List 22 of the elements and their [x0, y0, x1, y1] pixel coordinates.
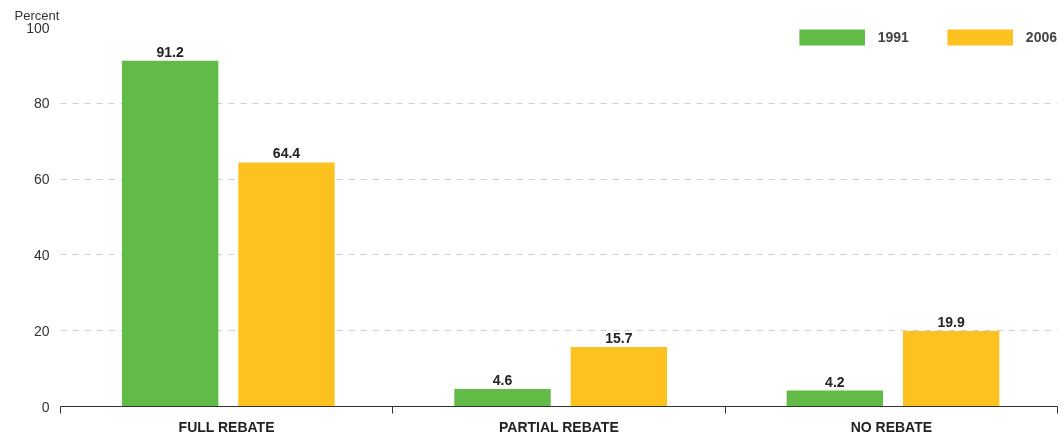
- y-tick-label: 80: [33, 95, 50, 112]
- y-tick-label: 20: [33, 322, 50, 339]
- bar: [786, 390, 884, 407]
- data-label: 15.7: [605, 330, 633, 346]
- bar: [570, 347, 668, 407]
- y-tick-label: 60: [33, 171, 50, 188]
- data-label: 4.2: [825, 373, 845, 390]
- legend-label: 2006: [1025, 29, 1057, 45]
- data-label: 4.6: [492, 372, 513, 389]
- bar: [902, 331, 1000, 407]
- data-label: 64.4: [272, 145, 301, 162]
- data-label: 19.9: [937, 314, 965, 331]
- bar: [238, 162, 335, 407]
- y-tick-label: 40: [33, 246, 50, 263]
- x-tick-label: FULL REBATE: [178, 418, 275, 435]
- data-label: 91.2: [156, 43, 185, 60]
- bar: [454, 389, 551, 407]
- x-tick-label: NO REBATE: [850, 418, 933, 435]
- legend-label: 1991: [877, 29, 909, 45]
- bar: [121, 60, 219, 407]
- x-tick-label: PARTIAL REBATE: [498, 418, 619, 435]
- y-tick-label: 0: [41, 398, 50, 415]
